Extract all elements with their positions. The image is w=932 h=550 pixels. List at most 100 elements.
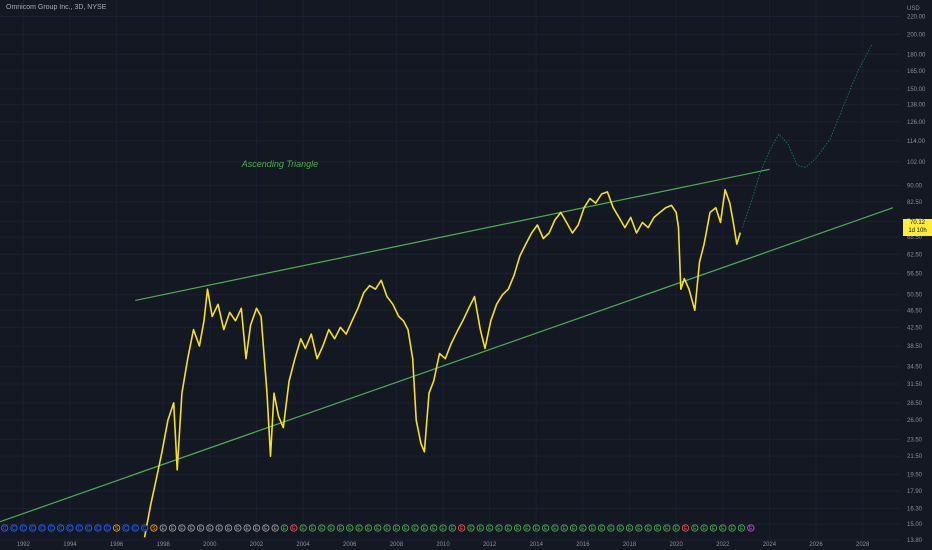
event-marker-letter: E [255,526,259,532]
event-marker-letter: E [563,526,567,532]
y-tick-label: 26.00 [907,418,923,424]
event-marker-letter: E [479,526,483,532]
event-marker [439,524,447,532]
event-marker-letter: E [320,526,324,532]
event-marker [402,524,410,532]
event-marker-letter: E [217,526,221,532]
event-marker [224,524,233,532]
event-marker [420,524,429,532]
event-marker-letter: E [628,526,632,532]
event-marker-letter: E [749,526,753,532]
event-marker [299,524,307,532]
event-marker [458,524,466,532]
event-marker-letter: E [404,526,408,532]
event-marker-letter: E [292,526,296,532]
event-marker [551,524,559,532]
event-marker [513,524,522,532]
current-price-value: 70.12 [909,220,925,226]
y-tick-label: 34.50 [907,365,923,371]
event-marker-letter: C [68,526,72,532]
y-tick-label: 13.80 [907,538,923,544]
event-marker [131,524,139,532]
x-tick-label: 2006 [343,542,357,548]
event-marker-letter: E [619,526,623,532]
event-marker [47,524,55,532]
y-tick-label: 38.50 [907,344,923,350]
event-marker [541,524,550,532]
x-tick-label: 1994 [63,542,77,548]
event-marker [467,524,475,532]
y-tick-label: 16.30 [907,507,923,513]
event-marker-letter: E [367,526,371,532]
x-axis[interactable]: 1992 1994 1996 1998 2000 2002 2004 2006 2008 2010… [17,542,870,548]
event-marker [66,524,74,532]
event-marker-letter: E [609,526,613,532]
event-marker-letter: E [413,526,417,532]
projection-line [742,44,873,228]
event-marker-letter: E [190,526,194,532]
event-marker [625,524,634,532]
event-marker-letter: E [432,526,436,532]
event-marker-letter: C [87,526,91,532]
event-marker-letter: C [77,526,81,532]
event-marker-letter: E [637,526,641,532]
y-tick-label: 150.00 [907,87,926,93]
event-marker-letter: E [339,526,343,532]
event-marker-letter: E [647,526,651,532]
event-marker [635,524,643,532]
event-marker-letter: E [329,526,333,532]
y-tick-label: 31.50 [907,382,923,388]
event-marker-letter: E [357,526,361,532]
event-marker [374,524,382,532]
event-marker-letter: C [124,526,128,532]
x-tick-label: 2018 [623,542,637,548]
event-marker-letter: E [376,526,380,532]
y-tick-label: 82.50 [907,200,923,206]
event-marker [644,524,652,532]
event-marker-letter: E [656,526,660,532]
event-marker-letter: E [311,526,315,532]
y-tick-label: 21.50 [907,454,923,460]
event-marker-letter: E [273,526,277,532]
event-marker [495,524,503,532]
event-marker [318,524,326,532]
event-marker [719,524,727,532]
event-marker [607,524,615,532]
event-marker [681,524,690,532]
event-marker-letter: E [684,526,688,532]
event-marker-letter: S [115,526,119,532]
event-marker [150,524,158,532]
event-marker-letter: E [199,526,203,532]
event-marker [140,524,149,532]
event-marker [19,524,27,532]
event-marker [355,524,363,532]
event-marker [28,524,37,532]
event-marker-letter: E [171,526,175,532]
chart-title: Omnicom Group Inc., 3D, NYSE [6,4,107,11]
event-marker [700,524,708,532]
event-marker-letter: E [348,526,352,532]
event-marker-letter: E [572,526,576,532]
y-axis[interactable]: 13.80 15.00 16.30 17.90 19.50 21.50 23.50 26.00… [907,14,926,544]
event-marker-letter: C [31,526,35,532]
event-marker-letter: E [665,526,669,532]
y-tick-label: 180.00 [907,52,926,58]
trendlines[interactable] [0,168,894,523]
event-marker [392,524,401,532]
x-tick-label: 2014 [530,542,544,548]
event-marker-letter: C [96,526,100,532]
price-line [143,188,742,538]
event-marker [94,524,102,532]
y-tick-label: 28.50 [907,401,923,407]
event-marker-letter: E [721,526,725,532]
support-trendline [0,207,894,523]
x-tick-label: 2024 [763,542,777,548]
event-marker-letter: S [152,526,156,532]
y-tick-label: 102.00 [907,160,926,166]
event-marker [691,524,699,532]
x-tick-label: 2010 [436,542,450,548]
pattern-annotation[interactable]: Ascending Triangle [241,159,318,169]
